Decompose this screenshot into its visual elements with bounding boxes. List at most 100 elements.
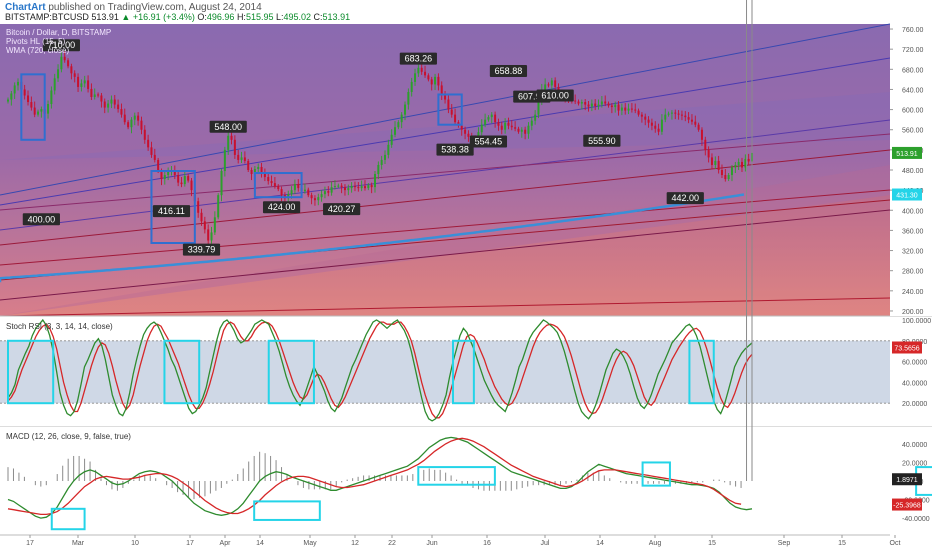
candle-body xyxy=(734,164,737,168)
candle-body xyxy=(680,114,683,116)
macd-pane xyxy=(0,428,890,534)
time-tick-label: Aug xyxy=(649,540,662,547)
candle-body xyxy=(6,99,10,102)
candle-body xyxy=(207,229,210,241)
candle-body xyxy=(307,189,310,196)
candle-body xyxy=(93,94,96,97)
time-tick-label: 22 xyxy=(388,540,396,547)
time-axis: 17 Mar 10 17 Apr 14 May 12 22 Jun 16 Jul 14 Aug 15 Sep 1… xyxy=(0,534,900,547)
candle-body xyxy=(157,159,160,172)
pivot-label-bg xyxy=(583,134,621,147)
close-label: C: xyxy=(313,12,323,22)
candle-body xyxy=(343,187,346,191)
candle-body xyxy=(123,114,126,123)
fan-line xyxy=(0,57,891,206)
candle-body xyxy=(480,124,483,133)
candle-body xyxy=(47,104,50,114)
candle-body xyxy=(410,81,413,92)
candle-body xyxy=(694,121,697,125)
candle-body xyxy=(647,119,650,123)
candle-body xyxy=(337,185,340,187)
pivot-label: 400.00 xyxy=(28,214,56,224)
candle-body xyxy=(77,76,80,87)
macd-tick-label: 20.0000 xyxy=(902,460,927,467)
price-tick-label: 280.00 xyxy=(902,269,924,276)
author-link[interactable]: ChartArt xyxy=(5,2,46,13)
candle-body xyxy=(437,76,440,86)
pivot-label: 610.00 xyxy=(541,91,569,101)
candle-body xyxy=(107,103,110,108)
stoch-box xyxy=(452,339,475,405)
pivot-label: 683.26 xyxy=(405,54,433,64)
price-marker-bg xyxy=(892,188,922,201)
macd-marker-label: -25.3968 xyxy=(893,503,921,510)
candle-body xyxy=(37,111,40,115)
candle-body xyxy=(554,80,557,87)
time-tick-label: Sep xyxy=(778,540,791,547)
candle-body xyxy=(627,108,630,111)
candle-body xyxy=(147,139,150,148)
candle-body xyxy=(240,157,243,160)
candle-body xyxy=(353,186,356,188)
fan-area xyxy=(0,92,890,160)
candle-body xyxy=(223,149,226,172)
candle-body xyxy=(33,107,36,115)
candle-body xyxy=(420,67,423,72)
macd-box xyxy=(50,507,86,531)
candle-body xyxy=(40,109,43,112)
candle-body xyxy=(140,120,143,130)
candle-body xyxy=(27,95,30,103)
candle-body xyxy=(13,85,16,94)
candle-body xyxy=(270,181,273,184)
pivot-label-bg xyxy=(489,64,528,77)
candle-body xyxy=(640,114,643,117)
candle-body xyxy=(404,104,407,115)
candle-body xyxy=(520,129,523,132)
candle-body xyxy=(430,79,433,85)
candle-body xyxy=(373,174,376,188)
candle-body xyxy=(177,175,180,183)
candle-body xyxy=(253,168,256,175)
candle-body xyxy=(534,114,537,121)
candle-body xyxy=(424,71,427,76)
candle-body xyxy=(220,171,223,196)
pivot-label-bg xyxy=(436,143,474,156)
candle-body xyxy=(167,171,170,176)
candles xyxy=(6,50,754,245)
candle-body xyxy=(704,139,707,150)
candle-body xyxy=(153,154,156,160)
candle-body xyxy=(620,107,623,111)
stoch-axis-bg xyxy=(890,318,932,426)
candle-body xyxy=(664,114,667,120)
time-tick-label: 16 xyxy=(483,540,491,547)
candle-body xyxy=(180,182,183,185)
candle-body xyxy=(740,161,743,168)
candle-body xyxy=(690,119,693,122)
candle-body xyxy=(537,102,540,115)
candle-body xyxy=(720,170,723,176)
candle-body xyxy=(377,164,380,175)
stoch-tick-label: 60.0000 xyxy=(902,360,927,367)
candle-body xyxy=(100,95,103,102)
candle-body xyxy=(727,175,730,180)
price-tick-label: 640.00 xyxy=(902,87,924,94)
high-label: H: xyxy=(236,12,246,22)
stoch-box xyxy=(7,339,55,405)
macd-marker-bg xyxy=(892,473,922,486)
candle-body xyxy=(624,107,627,111)
candle-body xyxy=(444,95,447,100)
candle-body xyxy=(63,56,66,61)
candle-body xyxy=(417,67,420,74)
candle-body xyxy=(127,122,130,128)
open-value: 496.96 xyxy=(206,12,235,22)
candle-body xyxy=(330,187,333,193)
stoch-box xyxy=(267,339,315,405)
candle-body xyxy=(367,185,370,189)
candle-body xyxy=(113,99,116,105)
fan-line xyxy=(0,209,891,301)
symbol-name: BITSTAMP:BTCUSD xyxy=(5,12,89,22)
pivot-label: 555.90 xyxy=(588,136,616,146)
candle-body xyxy=(707,149,710,158)
macd-marker-bg xyxy=(892,498,922,511)
